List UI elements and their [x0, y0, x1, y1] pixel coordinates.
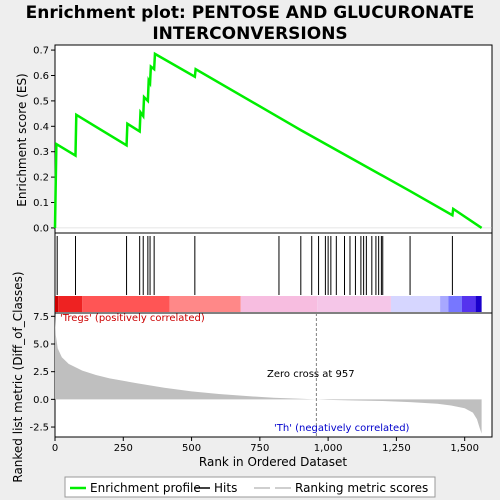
es-y-axis-label: Enrichment score (ES): [15, 73, 29, 206]
positive-correlation-label: 'Tregs' (positively correlated): [60, 313, 205, 324]
color-bar-segment: [58, 296, 83, 312]
color-bar-segment: [461, 296, 476, 312]
es-y-tick-label: 0.5: [33, 96, 49, 107]
x-tick-label: 500: [182, 443, 201, 454]
color-bar-segment: [448, 296, 462, 312]
es-y-tick-label: 0.4: [33, 122, 49, 133]
metric-y-axis: -2.5 0.0 2.5 5.0 7.5: [29, 312, 55, 434]
negative-correlation-label: 'Th' (negatively correlated): [274, 423, 410, 434]
metric-y-axis-label: Ranked list metric (Diff_of_Classes): [11, 271, 25, 482]
x-tick-label: 0: [52, 443, 58, 454]
es-y-tick-label: 0.2: [33, 173, 49, 184]
enrichment-profile-line: [53, 51, 483, 229]
es-y-tick-label: 0.7: [33, 46, 49, 57]
color-bar-segment: [240, 296, 318, 312]
x-tick-label: 750: [250, 443, 269, 454]
color-bar-segment: [440, 296, 449, 312]
x-tick-label: 1,000: [314, 443, 343, 454]
metric-y-tick-label: 5.0: [33, 340, 49, 351]
metric-y-tick-label: 2.5: [33, 367, 49, 378]
legend-item-label: Enrichment profile: [90, 481, 201, 495]
legend-item-label: Ranking metric scores: [295, 481, 428, 495]
chart-title-line-2: INTERCONVERSIONS: [152, 24, 347, 44]
es-y-tick-label: 0.3: [33, 147, 49, 158]
color-bar-segment: [169, 296, 241, 312]
chart-title-line-1: Enrichment plot: PENTOSE AND GLUCURONATE: [26, 3, 475, 23]
zero-cross-label: Zero cross at 957: [267, 369, 355, 380]
color-bar-segment: [317, 296, 391, 312]
x-axis-label: Rank in Ordered Dataset: [199, 455, 347, 469]
color-bar-segment: [390, 296, 441, 312]
es-y-axis: 0.0 0.1 0.2 0.3 0.4 0.5 0.6 0.7: [33, 46, 492, 234]
hits-markers: [56, 236, 453, 295]
color-bar-segment: [475, 296, 482, 312]
legend: Enrichment profile Hits Ranking metric sco…: [70, 481, 428, 495]
es-y-tick-label: 0.0: [33, 223, 49, 234]
es-y-tick-label: 0.6: [33, 71, 49, 82]
x-tick-label: 1,250: [382, 443, 411, 454]
x-axis: 0 250 500 750 1,000 1,250 1,500: [52, 437, 479, 454]
color-bar-segment: [82, 296, 170, 312]
ranking-color-bar: [55, 296, 482, 312]
es-plot-area: [54, 44, 493, 234]
legend-item-label: Hits: [214, 481, 237, 495]
color-bar-segment: [55, 296, 59, 312]
metric-y-tick-label: 7.5: [33, 312, 49, 323]
metric-y-tick-label: 0.0: [33, 395, 49, 406]
es-y-tick-label: 0.1: [33, 198, 49, 209]
x-tick-label: 1,500: [450, 443, 479, 454]
x-tick-label: 250: [114, 443, 133, 454]
metric-y-tick-label: -2.5: [29, 423, 49, 434]
metric-plot-area: [54, 312, 493, 438]
legend-box: [64, 476, 436, 498]
